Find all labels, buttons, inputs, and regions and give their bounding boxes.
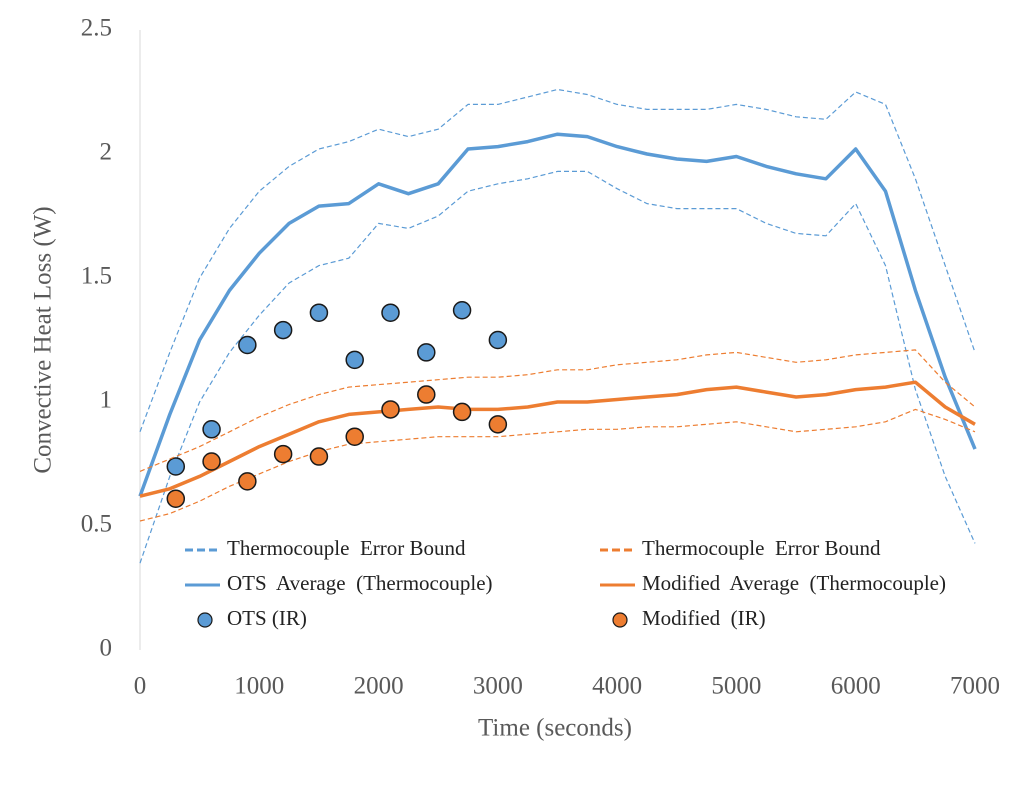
x-tick-label: 2000 [354, 673, 404, 700]
y-tick-label: 1.5 [81, 263, 112, 290]
legend-label: OTS Average (Thermocouple) [227, 571, 493, 595]
ir-point [452, 402, 472, 422]
error-bound-lower [139, 408, 976, 522]
ir-point [166, 457, 186, 476]
error-bound-lower [139, 170, 976, 564]
average-line [138, 132, 977, 497]
x-tick-label: 7000 [950, 673, 1000, 700]
legend-marker [612, 612, 628, 628]
y-axis-title: Convective Heat Loss (W) [30, 206, 57, 473]
x-tick-label: 4000 [592, 673, 642, 700]
y-tick-label: 1 [100, 387, 113, 414]
x-tick-label: 1000 [234, 673, 284, 700]
x-tick-label: 5000 [711, 673, 761, 700]
y-tick-label: 2.5 [81, 15, 112, 42]
x-axis-title: Time (seconds) [478, 715, 632, 742]
ir-point [202, 420, 221, 439]
legend-label: Modified (IR) [642, 606, 766, 630]
y-tick-label: 0.5 [81, 511, 112, 538]
ir-point [345, 427, 364, 446]
ir-point [381, 303, 400, 322]
legend-marker [197, 612, 213, 628]
ir-point [417, 385, 436, 404]
x-tick-label: 6000 [831, 673, 881, 700]
ir-point [273, 444, 293, 464]
error-bound-upper [139, 349, 976, 472]
legend-label: Thermocouple Error Bound [642, 536, 881, 560]
ir-point [488, 330, 508, 350]
ir-point [166, 489, 186, 508]
ir-point [452, 300, 472, 320]
ir-point [202, 452, 221, 471]
ir-point [238, 472, 257, 491]
ir-point [273, 320, 293, 340]
ir-point [238, 335, 257, 355]
legend-label: OTS (IR) [227, 606, 307, 630]
x-tick-label: 0 [134, 673, 147, 700]
ir-point [417, 343, 436, 362]
legend-label: Modified Average (Thermocouple) [642, 571, 946, 595]
legend-label: Thermocouple Error Bound [227, 536, 466, 560]
ir-point [345, 350, 364, 370]
ir-point [309, 303, 329, 322]
ir-point [488, 415, 508, 434]
y-tick-label: 2 [100, 139, 113, 166]
x-tick-label: 3000 [473, 673, 523, 700]
ir-point [381, 400, 400, 419]
ir-point [309, 447, 329, 466]
error-bound-upper [139, 88, 976, 433]
average-line [139, 380, 976, 498]
y-tick-label: 0 [100, 635, 113, 662]
